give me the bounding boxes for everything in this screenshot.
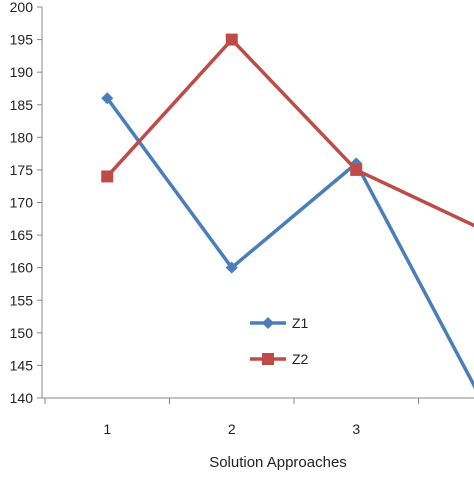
y-tick-label: 140 — [10, 390, 34, 406]
legend-marker-square — [262, 353, 274, 365]
y-tick-label: 165 — [10, 227, 34, 243]
legend-marker-diamond — [262, 317, 274, 329]
x-axis-title: Solution Approaches — [209, 454, 347, 471]
series-layer — [101, 33, 474, 390]
x-tick-label: 3 — [352, 421, 360, 437]
legend-label: Z1 — [292, 315, 309, 331]
series-z2 — [101, 33, 474, 228]
y-tick-label: 200 — [10, 0, 34, 15]
y-tick-label: 185 — [10, 97, 34, 113]
x-tick-label: 2 — [228, 421, 236, 437]
y-tick-label: 150 — [10, 325, 34, 341]
data-point-z2 — [225, 33, 238, 46]
y-tick-label: 195 — [10, 32, 34, 48]
x-tick-label: 1 — [103, 421, 111, 437]
legend-item-z1: Z1 — [250, 315, 309, 331]
data-point-z1 — [101, 92, 114, 105]
series-line-z1 — [105, 97, 474, 390]
data-point-z1 — [225, 261, 238, 274]
y-axis-ticks: 140 145 150 155 160 165 170 175 180 185 190 195 200 — [10, 0, 42, 406]
series-z1 — [101, 92, 474, 390]
data-point-z2 — [350, 163, 363, 176]
y-tick-label: 175 — [10, 162, 34, 178]
legend: Z1 Z2 — [250, 315, 309, 367]
y-tick-label: 180 — [10, 129, 34, 145]
y-tick-label: 170 — [10, 195, 34, 211]
y-tick-label: 155 — [10, 292, 34, 308]
legend-item-z2: Z2 — [250, 351, 309, 367]
y-tick-label: 160 — [10, 260, 34, 276]
series-line-z2 — [105, 37, 474, 228]
y-tick-label: 190 — [10, 64, 34, 80]
y-tick-label: 145 — [10, 357, 34, 373]
data-point-z2 — [101, 170, 114, 183]
x-axis-ticks: 1 2 3 — [44, 398, 419, 437]
legend-label: Z2 — [292, 351, 309, 367]
